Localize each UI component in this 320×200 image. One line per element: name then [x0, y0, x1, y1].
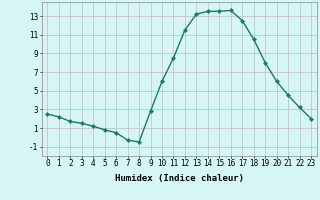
- X-axis label: Humidex (Indice chaleur): Humidex (Indice chaleur): [115, 174, 244, 183]
